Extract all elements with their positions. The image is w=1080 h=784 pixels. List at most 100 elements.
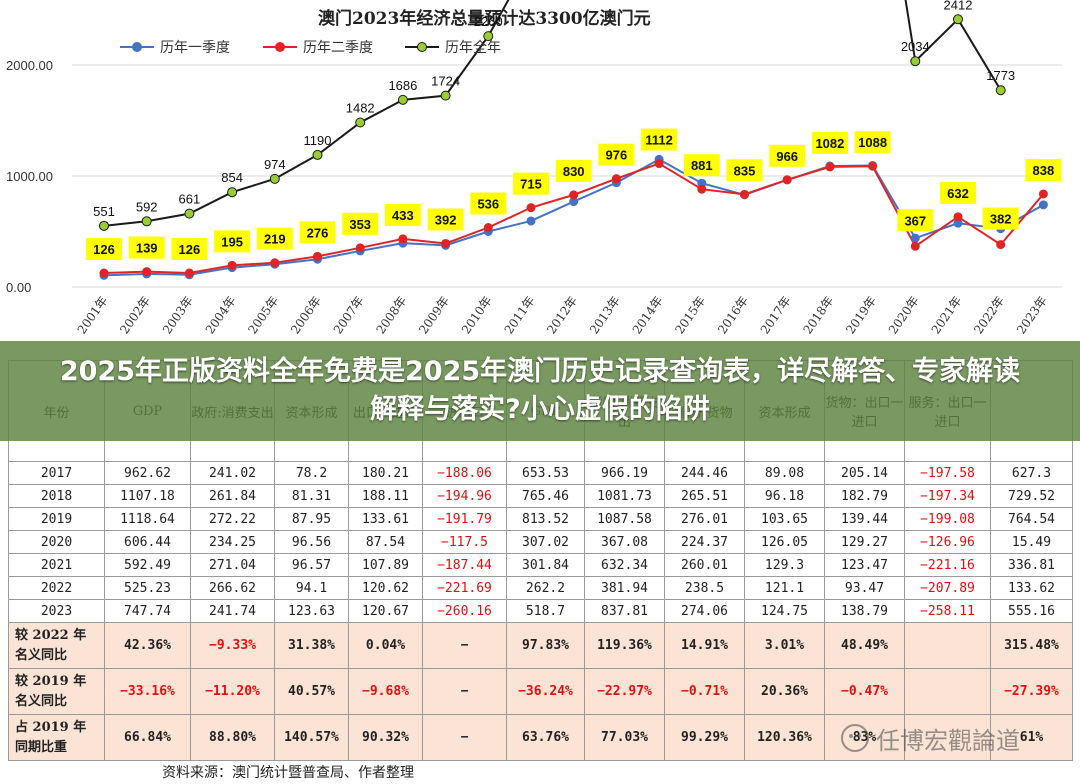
x-tick-label: 2008年 <box>373 294 409 337</box>
series-point-2 <box>99 268 109 278</box>
q2-data-label: 966 <box>776 149 798 164</box>
comparison-cell <box>904 668 991 715</box>
x-tick-label: 2011年 <box>502 294 538 337</box>
comparison-cell: 140.57% <box>274 714 349 761</box>
table-cell: 632.34 <box>584 553 665 577</box>
table-cell: 1118.64 <box>104 507 191 531</box>
comparison-cell: 61% <box>990 714 1073 761</box>
table-cell: −258.11 <box>904 599 991 623</box>
table-cell: 261.84 <box>190 484 275 508</box>
series-point-2 <box>441 238 451 248</box>
q2-label-box <box>854 131 891 154</box>
table-cell: 15.49 <box>990 530 1073 554</box>
series-point-2 <box>825 162 835 172</box>
q2-data-label: 1082 <box>815 136 844 151</box>
series-point-3 <box>227 187 238 198</box>
x-tick-label: 2023年 <box>1014 294 1050 337</box>
table-cell: 103.65 <box>744 507 825 531</box>
legend-marker <box>275 42 285 52</box>
annual-data-label: 2412 <box>944 0 973 12</box>
table-cell: 301.84 <box>506 553 585 577</box>
comparison-cell: 14.91% <box>664 622 745 669</box>
comparison-cell: 99.29% <box>664 714 745 761</box>
comparison-row: 较 2019 年名义同比 −33.16% −11.20% 40.57% −9.68% − −… <box>8 668 1073 715</box>
comparison-cell: 77.03% <box>584 714 665 761</box>
comparison-label: 占 2019 年同期比重 <box>8 714 105 761</box>
annual-data-label: 592 <box>136 199 158 214</box>
q2-label-box <box>769 144 806 167</box>
series-point-2 <box>654 159 664 169</box>
annual-data-label: 2034 <box>901 39 930 54</box>
chart-data-labels: 5515926618549741190148216861724226029543… <box>86 0 1062 261</box>
series-point-3 <box>397 94 408 105</box>
table-cell: −187.44 <box>422 553 507 577</box>
table-row: 2018 1107.18 261.84 81.31 188.11 −194.96 765.4… <box>8 484 1073 508</box>
q2-label-box <box>384 203 421 226</box>
q2-label-box <box>128 236 165 259</box>
annual-data-label: 661 <box>179 192 201 207</box>
table-cell: 129.3 <box>744 553 825 577</box>
table-cell: 381.94 <box>584 576 665 600</box>
x-tick-label: 2020年 <box>886 294 922 337</box>
table-cell: 96.56 <box>274 530 349 554</box>
comparison-cell: − <box>422 622 507 669</box>
table-cell: 87.54 <box>348 530 423 554</box>
x-tick-label: 2015年 <box>672 294 708 337</box>
table-cell: 307.02 <box>506 530 585 554</box>
banner-text: 2025年正版资料全年免费是2025年澳门历史记录查询表，详尽解答、专家解读解释… <box>59 356 1021 425</box>
table-cell: 2023 <box>8 599 105 623</box>
table-cell: −221.69 <box>422 576 507 600</box>
table-row: 2022 525.23 266.62 94.1 120.62 −221.69 262.2 38… <box>8 576 1073 600</box>
table-cell: 241.74 <box>190 599 275 623</box>
table-cell: 96.18 <box>744 484 825 508</box>
x-tick-label: 2004年 <box>203 294 239 337</box>
table-cell: 1107.18 <box>104 484 191 508</box>
table-cell: 133.61 <box>348 507 423 531</box>
comparison-label: 较 2019 年名义同比 <box>8 668 105 715</box>
series-point-2 <box>953 212 963 222</box>
table-cell: 837.81 <box>584 599 665 623</box>
table-row: 2017 962.62 241.02 78.2 180.21 −188.06 653.53 9… <box>8 461 1073 485</box>
q2-label-box <box>427 208 464 231</box>
series-point-2 <box>270 258 280 268</box>
x-tick-label: 2017年 <box>758 294 794 337</box>
q2-label-box <box>256 227 293 250</box>
annual-data-label: 854 <box>221 170 243 185</box>
table-cell: 139.44 <box>824 507 905 531</box>
comparison-label: 较 2022 年名义同比 <box>8 622 105 669</box>
source-note: 资料来源：澳门统计暨普查局、作者整理 <box>162 765 414 781</box>
annual-data-label: 974 <box>264 157 286 172</box>
q2-data-label: 976 <box>606 148 628 163</box>
table-cell: 276.01 <box>664 507 745 531</box>
wechat-icon <box>841 724 869 752</box>
q2-label-box <box>641 128 678 151</box>
comparison-cell: 31.38% <box>274 622 349 669</box>
x-tick-label: 2006年 <box>288 294 324 337</box>
annual-data-label: 551 <box>93 204 115 219</box>
table-cell: 123.47 <box>824 553 905 577</box>
q2-data-label: 276 <box>307 225 329 240</box>
q2-label-box <box>342 212 379 235</box>
table-cell: 238.5 <box>664 576 745 600</box>
table-cell: 129.27 <box>824 530 905 554</box>
q2-data-label: 835 <box>734 163 756 178</box>
series-point-1 <box>1038 200 1048 210</box>
legend-label: 历年二季度 <box>303 40 373 56</box>
watermark-text: 任博宏觀論道 <box>876 726 1020 755</box>
chart-svg: 澳门2023年经济总量预计达3300亿澳门元 0.00 1000.00 2000.0… <box>6 0 1062 337</box>
comparison-cell: 83% <box>824 714 905 761</box>
q2-data-label: 392 <box>435 212 457 227</box>
comparison-cell: −27.39% <box>990 668 1073 715</box>
table-cell: −199.08 <box>904 507 991 531</box>
table-cell: 2018 <box>8 484 105 508</box>
table-body: 2017 962.62 241.02 78.2 180.21 −188.06 653.53 9… <box>8 461 1073 761</box>
table-cell: 747.74 <box>104 599 191 623</box>
table-cell: −126.96 <box>904 530 991 554</box>
legend-marker <box>132 42 142 52</box>
q2-data-label: 219 <box>264 232 286 247</box>
table-cell: 265.51 <box>664 484 745 508</box>
q2-label-box <box>513 172 549 195</box>
series-point-3 <box>355 117 366 128</box>
table-cell: −197.34 <box>904 484 991 508</box>
table-cell: 266.62 <box>190 576 275 600</box>
